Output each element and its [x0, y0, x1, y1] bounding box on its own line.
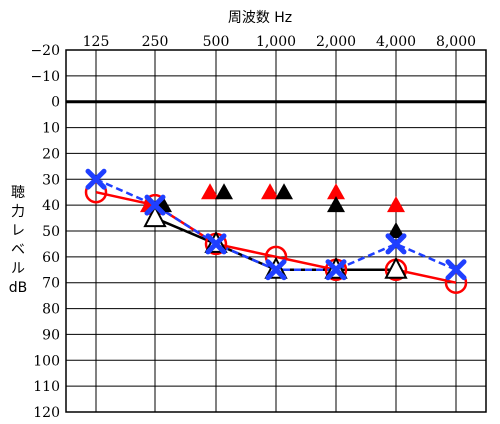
series-markers	[84, 168, 468, 294]
y-axis-label-char: 聴	[11, 185, 25, 201]
y-tick-label: −10	[30, 69, 60, 85]
data-point-triangle-filled	[215, 183, 233, 200]
x-tick-label: 500	[203, 34, 230, 50]
y-axis-label-char: dB	[9, 280, 28, 296]
y-tick-label: 110	[33, 379, 60, 395]
data-point-cross	[445, 259, 467, 281]
y-axis-label-char: 力	[11, 204, 25, 220]
data-point-triangle-filled	[387, 196, 405, 213]
chart-title: 周波数 Hz	[228, 10, 292, 26]
x-tick-label: 2,000	[316, 34, 356, 50]
y-tick-label: 10	[42, 121, 60, 137]
y-tick-labels: −20 −10 0 10 20 30 40 50 60 70 80 90 100 110 120	[30, 43, 60, 421]
y-tick-label: 120	[33, 405, 60, 421]
y-tick-label: 100	[33, 353, 60, 369]
data-point-cross	[385, 233, 407, 255]
y-tick-label: 50	[42, 224, 60, 240]
data-point-triangle-filled	[327, 196, 345, 213]
data-point-triangle-filled	[387, 222, 405, 238]
data-point-cross	[205, 233, 227, 255]
y-axis-label-char: レ	[11, 223, 25, 239]
data-point-cross	[85, 168, 107, 190]
data-point-cross	[325, 259, 347, 281]
grid	[65, 49, 487, 413]
y-tick-label: 60	[42, 250, 60, 266]
data-point-triangle-open	[143, 204, 167, 228]
x-tick-label: 125	[83, 34, 110, 50]
data-point-triangle-filled	[327, 183, 345, 200]
y-tick-label: 90	[42, 327, 60, 343]
x-tick-label: 250	[142, 34, 169, 50]
data-point-triangle-filled	[201, 183, 219, 200]
x-tick-label: 1,000	[256, 34, 296, 50]
y-tick-label: 0	[51, 95, 60, 111]
y-tick-label: 20	[42, 146, 60, 162]
data-point-cross	[144, 194, 166, 216]
y-tick-label: −20	[30, 43, 60, 59]
data-point-cross	[265, 259, 287, 281]
y-axis-label-char: ベ	[11, 242, 25, 258]
data-point-triangle-open	[384, 256, 408, 279]
data-point-triangle-filled	[261, 183, 279, 200]
x-tick-labels: 125 250 500 1,000 2,000 4,000 8,000	[83, 34, 476, 50]
y-tick-label: 30	[42, 172, 60, 188]
x-tick-label: 8,000	[436, 34, 476, 50]
y-tick-label: 70	[42, 276, 60, 292]
y-tick-label: 80	[42, 302, 60, 318]
data-point-triangle-filled	[275, 183, 293, 200]
y-tick-label: 40	[42, 198, 60, 214]
y-axis-label-char: ル	[11, 261, 25, 277]
x-tick-label: 4,000	[376, 34, 416, 50]
